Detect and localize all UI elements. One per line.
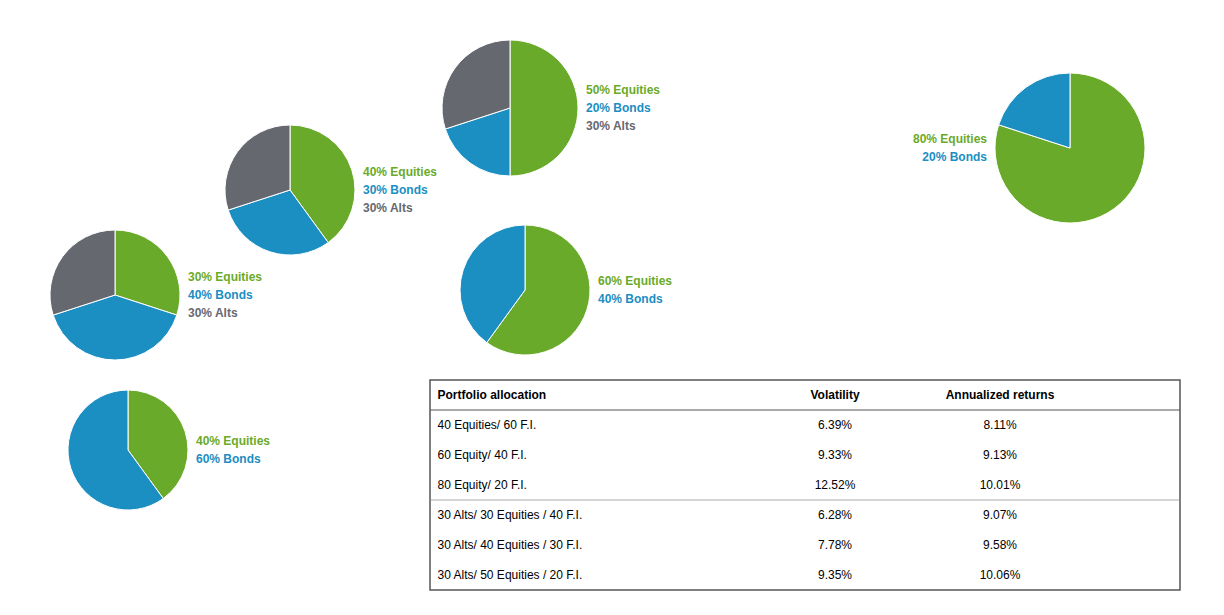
svg-text:9.07%: 9.07% xyxy=(983,508,1017,522)
svg-text:20% Bonds: 20% Bonds xyxy=(922,150,987,164)
svg-text:30 Alts/ 50 Equities / 20 F.I.: 30 Alts/ 50 Equities / 20 F.I. xyxy=(438,568,583,582)
svg-text:40% Equities: 40% Equities xyxy=(363,165,437,179)
svg-text:10.06%: 10.06% xyxy=(980,568,1021,582)
svg-text:50% Equities: 50% Equities xyxy=(586,83,660,97)
svg-text:40 Equities/ 60 F.I.: 40 Equities/ 60 F.I. xyxy=(438,418,537,432)
svg-text:30 Alts/ 30 Equities / 40 F.I.: 30 Alts/ 30 Equities / 40 F.I. xyxy=(438,508,583,522)
svg-text:6.28%: 6.28% xyxy=(818,508,852,522)
svg-text:30% Equities: 30% Equities xyxy=(188,270,262,284)
svg-text:Annualized returns: Annualized returns xyxy=(946,388,1055,402)
svg-text:60 Equity/ 40 F.I.: 60 Equity/ 40 F.I. xyxy=(438,448,527,462)
svg-text:9.33%: 9.33% xyxy=(818,448,852,462)
svg-text:40% Bonds: 40% Bonds xyxy=(598,292,663,306)
svg-text:Portfolio allocation: Portfolio allocation xyxy=(438,388,547,402)
svg-text:80 Equity/ 20 F.I.: 80 Equity/ 20 F.I. xyxy=(438,478,527,492)
svg-text:30 Alts/ 40 Equities / 30 F.I.: 30 Alts/ 40 Equities / 30 F.I. xyxy=(438,538,583,552)
svg-text:10.01%: 10.01% xyxy=(980,478,1021,492)
svg-text:8.11%: 8.11% xyxy=(983,418,1016,432)
svg-text:60% Equities: 60% Equities xyxy=(598,274,672,288)
svg-text:40% Bonds: 40% Bonds xyxy=(188,288,253,302)
svg-text:40% Equities: 40% Equities xyxy=(196,434,270,448)
svg-text:Volatility: Volatility xyxy=(810,388,859,402)
svg-text:7.78%: 7.78% xyxy=(818,538,852,552)
svg-text:30% Alts: 30% Alts xyxy=(586,119,636,133)
svg-text:60% Bonds: 60% Bonds xyxy=(196,452,261,466)
svg-text:12.52%: 12.52% xyxy=(815,478,856,492)
svg-text:30% Alts: 30% Alts xyxy=(363,201,413,215)
svg-text:9.13%: 9.13% xyxy=(983,448,1017,462)
svg-text:20% Bonds: 20% Bonds xyxy=(586,101,651,115)
svg-text:80% Equities: 80% Equities xyxy=(913,132,987,146)
svg-text:9.58%: 9.58% xyxy=(983,538,1017,552)
svg-text:30% Bonds: 30% Bonds xyxy=(363,183,428,197)
svg-text:6.39%: 6.39% xyxy=(818,418,852,432)
svg-text:30% Alts: 30% Alts xyxy=(188,306,238,320)
svg-text:9.35%: 9.35% xyxy=(818,568,852,582)
